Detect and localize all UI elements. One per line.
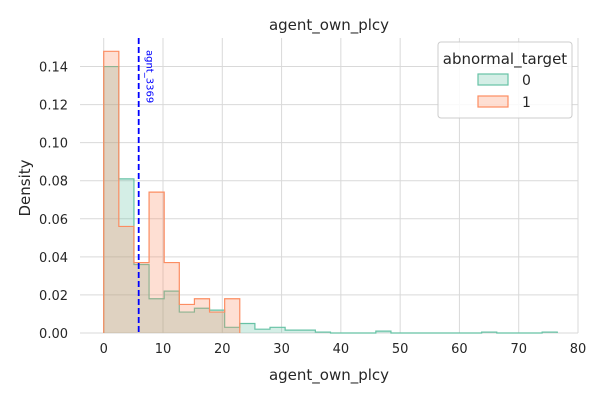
legend: abnormal_target 0 1 bbox=[437, 41, 573, 119]
x-tick-label: 70 bbox=[510, 342, 527, 357]
x-tick-label: 10 bbox=[155, 342, 172, 357]
series-0 bbox=[103, 65, 558, 334]
series-outline bbox=[103, 65, 558, 334]
y-tick-label: 0.08 bbox=[39, 175, 68, 190]
x-tick-label: 30 bbox=[273, 342, 290, 357]
chart-title: agent_own_plcy bbox=[269, 16, 389, 35]
legend-swatch bbox=[477, 95, 509, 108]
x-tick-label: 20 bbox=[214, 342, 231, 357]
x-tick-label: 60 bbox=[451, 342, 468, 357]
x-tick-label: 0 bbox=[100, 342, 108, 357]
y-tick-label: 0.12 bbox=[39, 99, 68, 114]
y-tick-label: 0.02 bbox=[39, 289, 68, 304]
legend-box bbox=[437, 41, 573, 119]
y-tick-label: 0.00 bbox=[39, 327, 68, 342]
y-tick-label: 0.14 bbox=[39, 61, 68, 76]
threshold-label: agnt_3369 bbox=[144, 50, 155, 103]
x-tick-label: 50 bbox=[392, 342, 409, 357]
y-tick-label: 0.04 bbox=[39, 251, 68, 266]
x-tick-label: 40 bbox=[333, 342, 350, 357]
series-1 bbox=[103, 50, 241, 334]
y-tick-label: 0.10 bbox=[39, 137, 68, 152]
series-area bbox=[103, 66, 558, 333]
tick-labels: 0 10 20 30 40 50 60 70 800.000.020.040.060.080.1… bbox=[39, 61, 586, 357]
x-tick-label: 80 bbox=[570, 342, 587, 357]
y-tick-label: 0.06 bbox=[39, 213, 68, 228]
legend-swatch bbox=[477, 73, 509, 86]
series-layer bbox=[103, 50, 558, 334]
legend-title: abnormal_target bbox=[443, 50, 567, 69]
legend-label: 1 bbox=[522, 95, 531, 111]
series-outline bbox=[103, 50, 241, 333]
annotation-layer: agnt_3369 bbox=[137, 38, 155, 333]
legend-label: 0 bbox=[522, 73, 531, 89]
y-axis-label: Density bbox=[16, 159, 34, 216]
x-axis-label: agent_own_plcy bbox=[269, 366, 389, 385]
